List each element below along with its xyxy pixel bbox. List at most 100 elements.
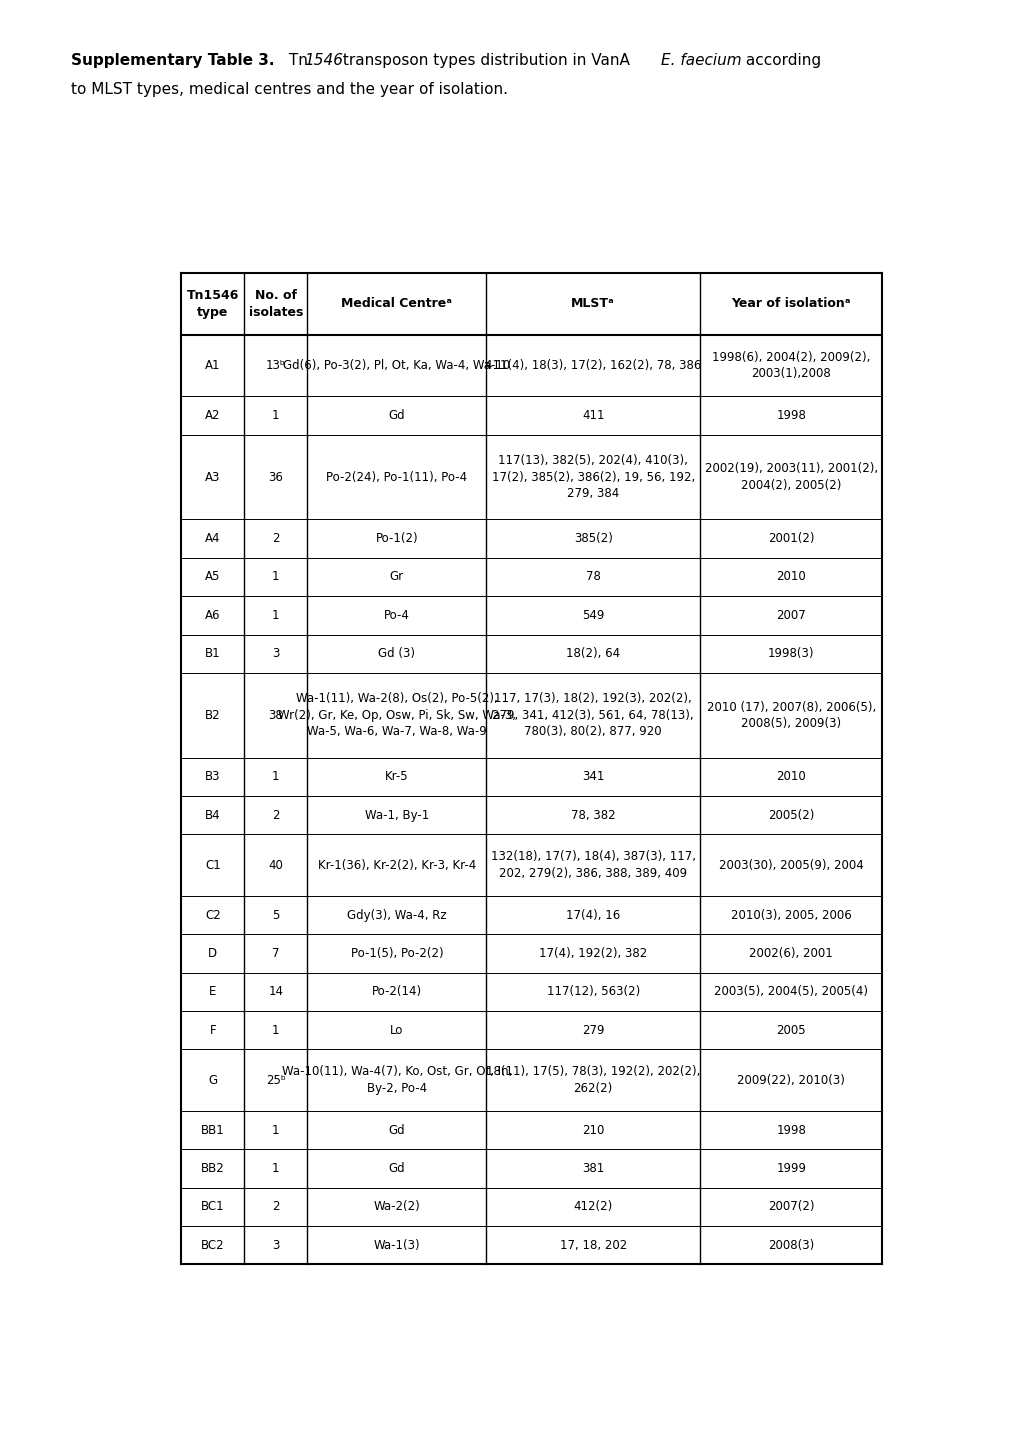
Text: 2009(22), 2010(3): 2009(22), 2010(3) (737, 1074, 845, 1087)
Text: C2: C2 (205, 909, 220, 922)
Text: B3: B3 (205, 771, 220, 784)
Text: A2: A2 (205, 408, 220, 421)
Text: Gd: Gd (388, 1162, 405, 1175)
Text: 341: 341 (582, 771, 604, 784)
Text: Gd: Gd (388, 408, 405, 421)
Text: B2: B2 (205, 709, 220, 722)
Text: 1546: 1546 (304, 53, 342, 68)
Text: Gr: Gr (389, 570, 404, 583)
Text: 78, 382: 78, 382 (571, 808, 614, 821)
Text: D: D (208, 947, 217, 960)
Text: to MLST types, medical centres and the year of isolation.: to MLST types, medical centres and the y… (71, 82, 507, 97)
Text: 411(4), 18(3), 17(2), 162(2), 78, 386: 411(4), 18(3), 17(2), 162(2), 78, 386 (484, 359, 701, 372)
Text: Wa-1(3): Wa-1(3) (373, 1238, 420, 1251)
Text: 40: 40 (268, 859, 283, 872)
Text: 2007: 2007 (775, 609, 805, 622)
Text: 5: 5 (272, 909, 279, 922)
Text: 2: 2 (272, 808, 279, 821)
Text: 2008(3): 2008(3) (767, 1238, 813, 1251)
Text: G: G (208, 1074, 217, 1087)
Text: Po-2(14): Po-2(14) (372, 986, 422, 999)
Text: 1999: 1999 (775, 1162, 805, 1175)
Text: Gdy(3), Wa-4, Rz: Gdy(3), Wa-4, Rz (346, 909, 446, 922)
Text: Wa-1(11), Wa-2(8), Os(2), Po-5(2),
Wr(2), Gr, Ke, Op, Osw, Pi, Sk, Sw, Wa-3,
Wa-: Wa-1(11), Wa-2(8), Os(2), Po-5(2), Wr(2)… (277, 693, 516, 739)
Text: E: E (209, 986, 216, 999)
Text: 78: 78 (585, 570, 600, 583)
Text: Kr-5: Kr-5 (385, 771, 409, 784)
Text: C1: C1 (205, 859, 220, 872)
Text: 1: 1 (272, 408, 279, 421)
Text: 2003(5), 2004(5), 2005(4): 2003(5), 2004(5), 2005(4) (713, 986, 867, 999)
Text: A4: A4 (205, 532, 220, 545)
Text: 2007(2): 2007(2) (767, 1201, 814, 1214)
Text: Wa-1, By-1: Wa-1, By-1 (365, 808, 429, 821)
Text: 2002(6), 2001: 2002(6), 2001 (749, 947, 833, 960)
Text: 1: 1 (272, 570, 279, 583)
Text: 1998(3): 1998(3) (767, 648, 814, 661)
Text: 381: 381 (582, 1162, 603, 1175)
Text: Gd(6), Po-3(2), Pl, Ot, Ka, Wa-4, Wa-10: Gd(6), Po-3(2), Pl, Ot, Ka, Wa-4, Wa-10 (283, 359, 510, 372)
Text: 2: 2 (272, 532, 279, 545)
Text: 2010(3), 2005, 2006: 2010(3), 2005, 2006 (731, 909, 851, 922)
Text: 2010 (17), 2007(8), 2006(5),
2008(5), 2009(3): 2010 (17), 2007(8), 2006(5), 2008(5), 20… (706, 700, 875, 730)
Text: 1: 1 (272, 771, 279, 784)
Text: 2: 2 (272, 1201, 279, 1214)
Text: F: F (209, 1023, 216, 1036)
Text: BC1: BC1 (201, 1201, 224, 1214)
Text: 17(4), 16: 17(4), 16 (566, 909, 620, 922)
Text: Gd: Gd (388, 1124, 405, 1137)
Text: 2001(2): 2001(2) (767, 532, 814, 545)
Text: 2010: 2010 (775, 771, 805, 784)
Text: MLSTᵃ: MLSTᵃ (571, 297, 614, 310)
Text: 210: 210 (582, 1124, 604, 1137)
Text: 1: 1 (272, 1162, 279, 1175)
Text: 117, 17(3), 18(2), 192(3), 202(2),
279, 341, 412(3), 561, 64, 78(13),
780(3), 80: 117, 17(3), 18(2), 192(3), 202(2), 279, … (492, 693, 693, 739)
Text: 2005(2): 2005(2) (767, 808, 813, 821)
Text: 412(2): 412(2) (573, 1201, 612, 1214)
Text: Kr-1(36), Kr-2(2), Kr-3, Kr-4: Kr-1(36), Kr-2(2), Kr-3, Kr-4 (318, 859, 476, 872)
Text: 3: 3 (272, 648, 279, 661)
Text: 17(4), 192(2), 382: 17(4), 192(2), 382 (538, 947, 647, 960)
Text: 2003(30), 2005(9), 2004: 2003(30), 2005(9), 2004 (718, 859, 863, 872)
Text: 411: 411 (582, 408, 604, 421)
Text: 1: 1 (272, 609, 279, 622)
Text: 1: 1 (272, 1124, 279, 1137)
Text: A5: A5 (205, 570, 220, 583)
Text: 117(13), 382(5), 202(4), 410(3),
17(2), 385(2), 386(2), 19, 56, 192,
279, 384: 117(13), 382(5), 202(4), 410(3), 17(2), … (491, 455, 694, 501)
Text: 25ᵇ: 25ᵇ (266, 1074, 285, 1087)
Text: according: according (740, 53, 820, 68)
Text: 3: 3 (272, 1238, 279, 1251)
Text: Year of isolationᵃ: Year of isolationᵃ (731, 297, 850, 310)
Text: B4: B4 (205, 808, 220, 821)
Text: A1: A1 (205, 359, 220, 372)
Text: Wa-10(11), Wa-4(7), Ko, Ost, Gr, Ot, In,
By-2, Po-4: Wa-10(11), Wa-4(7), Ko, Ost, Gr, Ot, In,… (281, 1065, 512, 1095)
Text: BC2: BC2 (201, 1238, 224, 1251)
Text: Tn: Tn (283, 53, 307, 68)
Text: 18(2), 64: 18(2), 64 (566, 648, 620, 661)
Text: 7: 7 (272, 947, 279, 960)
Text: 18(11), 17(5), 78(3), 192(2), 202(2),
262(2): 18(11), 17(5), 78(3), 192(2), 202(2), 26… (485, 1065, 700, 1095)
Text: Medical Centreᵃ: Medical Centreᵃ (341, 297, 451, 310)
Text: Supplementary Table 3.: Supplementary Table 3. (71, 53, 275, 68)
Text: B1: B1 (205, 648, 220, 661)
Text: 2005: 2005 (775, 1023, 805, 1036)
Text: 2010: 2010 (775, 570, 805, 583)
Text: 14: 14 (268, 986, 283, 999)
Text: BB2: BB2 (201, 1162, 224, 1175)
Text: Po-1(5), Po-2(2): Po-1(5), Po-2(2) (351, 947, 442, 960)
Text: Po-4: Po-4 (383, 609, 410, 622)
Text: Po-1(2): Po-1(2) (375, 532, 418, 545)
Text: 1998(6), 2004(2), 2009(2),
2003(1),2008: 1998(6), 2004(2), 2009(2), 2003(1),2008 (711, 351, 869, 381)
Text: A6: A6 (205, 609, 220, 622)
Text: A3: A3 (205, 470, 220, 483)
Text: Po-2(24), Po-1(11), Po-4: Po-2(24), Po-1(11), Po-4 (326, 470, 467, 483)
Text: 549: 549 (582, 609, 604, 622)
Text: transposon types distribution in VanA: transposon types distribution in VanA (337, 53, 634, 68)
Text: E. faecium: E. faecium (660, 53, 741, 68)
Text: 17, 18, 202: 17, 18, 202 (559, 1238, 627, 1251)
Text: 2002(19), 2003(11), 2001(2),
2004(2), 2005(2): 2002(19), 2003(11), 2001(2), 2004(2), 20… (704, 462, 877, 492)
Text: 117(12), 563(2): 117(12), 563(2) (546, 986, 639, 999)
Text: 385(2): 385(2) (574, 532, 612, 545)
Text: 38: 38 (268, 709, 283, 722)
Text: 13ᵇ: 13ᵇ (266, 359, 285, 372)
